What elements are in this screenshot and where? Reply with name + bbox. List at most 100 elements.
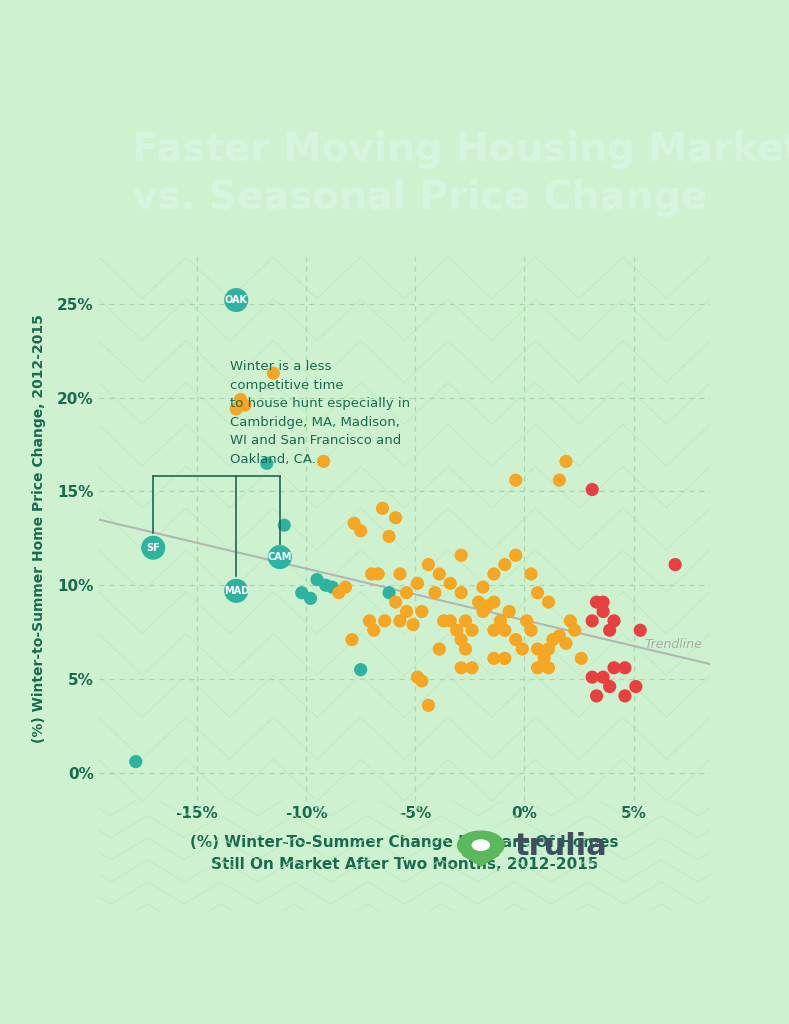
Point bbox=[459, 641, 472, 657]
Point bbox=[444, 575, 457, 592]
Point bbox=[234, 391, 247, 408]
Point bbox=[596, 594, 609, 610]
Point bbox=[669, 556, 682, 572]
Point bbox=[575, 650, 588, 667]
Point bbox=[383, 585, 395, 601]
Point bbox=[481, 598, 494, 614]
Point bbox=[416, 603, 428, 620]
Point bbox=[619, 688, 631, 705]
Text: CAM: CAM bbox=[267, 552, 292, 562]
Point bbox=[451, 622, 463, 638]
Point bbox=[547, 632, 559, 648]
Point bbox=[590, 594, 603, 610]
Point bbox=[510, 547, 522, 563]
Point bbox=[332, 585, 345, 601]
Point bbox=[411, 575, 424, 592]
Point bbox=[129, 754, 142, 770]
Point bbox=[525, 566, 537, 583]
Point bbox=[416, 673, 428, 689]
Point bbox=[389, 510, 402, 526]
Point bbox=[394, 566, 406, 583]
Point bbox=[488, 650, 500, 667]
X-axis label: (%) Winter-To-Summer Change In Share Of Homes
Still On Market After Two Months, : (%) Winter-To-Summer Change In Share Of … bbox=[190, 835, 619, 871]
Point bbox=[516, 641, 529, 657]
Circle shape bbox=[473, 840, 489, 850]
Point bbox=[368, 622, 380, 638]
Point bbox=[348, 515, 361, 531]
Text: trulia: trulia bbox=[514, 833, 608, 861]
Point bbox=[363, 612, 376, 629]
Point bbox=[510, 632, 522, 648]
Circle shape bbox=[458, 831, 504, 859]
Point bbox=[503, 603, 515, 620]
Point bbox=[608, 612, 620, 629]
Point bbox=[230, 400, 242, 417]
Point bbox=[437, 612, 450, 629]
Point bbox=[454, 547, 467, 563]
Point bbox=[433, 566, 446, 583]
Point bbox=[466, 659, 478, 676]
Point bbox=[372, 566, 384, 583]
Point bbox=[520, 612, 533, 629]
Point bbox=[630, 678, 642, 694]
Point bbox=[411, 669, 424, 685]
Point bbox=[531, 585, 544, 601]
Point bbox=[346, 632, 358, 648]
Point bbox=[531, 641, 544, 657]
Point bbox=[499, 622, 511, 638]
Point bbox=[477, 579, 489, 595]
Point bbox=[422, 556, 435, 572]
Point bbox=[499, 650, 511, 667]
Point bbox=[400, 603, 413, 620]
Text: MAD: MAD bbox=[223, 586, 249, 596]
Point bbox=[422, 697, 435, 714]
Point bbox=[596, 669, 609, 685]
Point bbox=[354, 662, 367, 678]
Point bbox=[278, 517, 290, 534]
Point bbox=[488, 566, 500, 583]
Point bbox=[339, 579, 352, 595]
Text: OAK: OAK bbox=[225, 295, 248, 305]
Point bbox=[477, 603, 489, 620]
Point bbox=[147, 540, 159, 556]
Point bbox=[400, 585, 413, 601]
Point bbox=[538, 650, 551, 667]
Point bbox=[531, 659, 544, 676]
Point bbox=[459, 612, 472, 629]
Point bbox=[311, 571, 323, 588]
Point bbox=[568, 622, 581, 638]
Point bbox=[365, 566, 378, 583]
Point bbox=[542, 594, 555, 610]
Point bbox=[525, 622, 537, 638]
Point bbox=[407, 616, 420, 633]
Point bbox=[488, 622, 500, 638]
Point bbox=[553, 472, 566, 488]
Point bbox=[326, 579, 338, 595]
Point bbox=[304, 590, 316, 606]
Point bbox=[428, 585, 441, 601]
Point bbox=[274, 549, 286, 565]
Point bbox=[586, 669, 599, 685]
Point bbox=[542, 659, 555, 676]
Text: Trendline: Trendline bbox=[645, 638, 702, 651]
Point bbox=[260, 455, 273, 471]
Point bbox=[564, 612, 577, 629]
Point bbox=[230, 583, 242, 599]
Point bbox=[454, 632, 467, 648]
Polygon shape bbox=[462, 855, 499, 866]
Point bbox=[389, 594, 402, 610]
Point bbox=[354, 522, 367, 539]
Point bbox=[454, 585, 467, 601]
Point bbox=[394, 612, 406, 629]
Point bbox=[473, 594, 485, 610]
Point bbox=[499, 556, 511, 572]
Point bbox=[454, 659, 467, 676]
Point bbox=[466, 622, 478, 638]
Point bbox=[444, 612, 457, 629]
Point bbox=[320, 578, 332, 594]
Point bbox=[542, 641, 555, 657]
Point bbox=[559, 454, 572, 470]
Point bbox=[433, 641, 446, 657]
Point bbox=[267, 365, 279, 381]
Point bbox=[590, 688, 603, 705]
